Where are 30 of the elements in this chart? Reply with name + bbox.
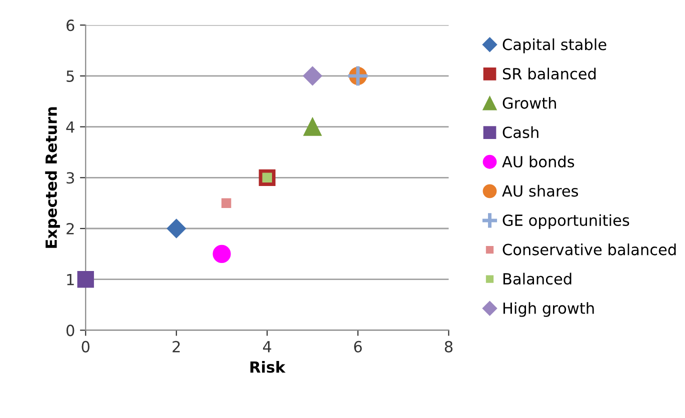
legend-label: Growth <box>502 97 556 109</box>
point <box>303 66 322 86</box>
x-tick-label: 4 <box>263 341 272 352</box>
x-tick-label: 8 <box>444 340 452 352</box>
legend-label: Balanced <box>503 272 572 285</box>
legend-label: SR balanced <box>502 68 596 80</box>
y-tick-label: 4 <box>66 121 74 133</box>
y-tick-label: 0 <box>66 324 74 336</box>
y-tick-label: 5 <box>66 70 74 82</box>
point <box>166 218 186 238</box>
point <box>77 271 94 288</box>
y-axis-title: Expected Return <box>45 107 60 248</box>
legend-label: Capital stable <box>502 38 606 54</box>
y-tick-label: 1 <box>67 274 74 286</box>
x-axis-title: Risk <box>250 360 286 373</box>
y-tick-label: 2 <box>66 222 74 234</box>
legend-label: GE opportunities <box>502 214 630 229</box>
x-tick-label: 0 <box>82 340 90 352</box>
legend-label: AU shares <box>502 184 578 197</box>
point <box>212 244 231 263</box>
legend-label: Cash <box>502 126 538 138</box>
y-tick-label: 3 <box>66 172 74 184</box>
point <box>304 118 322 136</box>
y-tick-label: 6 <box>66 20 74 32</box>
x-tick-label: 6 <box>354 340 362 352</box>
x-tick-label: 2 <box>172 340 180 352</box>
legend-label: High growth <box>503 302 594 317</box>
point <box>221 198 232 208</box>
legend-label: AU bonds <box>502 156 574 168</box>
legend-label: Conservative balanced <box>502 244 676 256</box>
